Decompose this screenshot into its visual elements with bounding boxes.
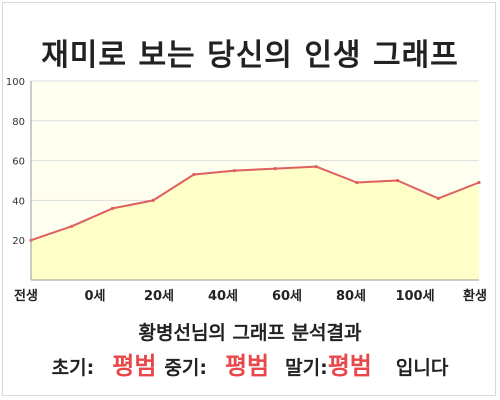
x-tick-label: 40세 bbox=[208, 289, 238, 304]
y-tick-label: 20 bbox=[12, 236, 25, 247]
x-tick-label: 100세 bbox=[395, 289, 434, 304]
y-tick-labels: 20 40 60 80 100 bbox=[6, 77, 25, 247]
data-point-6 bbox=[273, 167, 277, 171]
series-line bbox=[30, 165, 480, 242]
area-fill bbox=[31, 166, 479, 280]
analysis-result: 초기: 평범 중기: 평범 말기: 평범 입니다 bbox=[0, 346, 500, 380]
data-point-3 bbox=[151, 198, 155, 202]
data-point-4 bbox=[192, 172, 196, 177]
late-label: 말기: bbox=[285, 357, 328, 379]
data-point-9 bbox=[395, 178, 400, 183]
y-tick-label: 40 bbox=[12, 196, 25, 207]
data-point-10 bbox=[436, 196, 440, 200]
y-tick-label: 100 bbox=[6, 77, 25, 88]
page-title: 재미로 보는 당신의 인생 그래프 bbox=[41, 38, 459, 73]
axis-layer bbox=[30, 81, 479, 281]
x-tick-label: 60세 bbox=[272, 289, 302, 304]
data-point-2 bbox=[110, 206, 115, 210]
middle-label: 중기: bbox=[164, 357, 207, 379]
data-point-1 bbox=[70, 224, 74, 228]
x-tick-label: 20세 bbox=[144, 289, 174, 304]
area-layer bbox=[29, 165, 481, 280]
data-point-8 bbox=[355, 180, 359, 185]
data-point-5 bbox=[233, 169, 237, 173]
y-tick-label: 60 bbox=[12, 157, 25, 168]
result-suffix: 입니다 bbox=[395, 357, 449, 379]
early-value: 평범 bbox=[112, 352, 157, 380]
early-label: 초기: bbox=[51, 357, 95, 379]
x-tick-label: 0세 bbox=[84, 289, 105, 304]
x-tick-label: 80세 bbox=[336, 289, 366, 304]
middle-value: 평범 bbox=[224, 352, 270, 380]
x-tick-label: 전생 bbox=[14, 288, 38, 304]
x-tick-labels: 전생 0세 20세 40세 60세 80세 100세 환생 bbox=[14, 288, 487, 304]
data-point-11 bbox=[477, 180, 481, 185]
data-point-7 bbox=[314, 165, 318, 169]
analysis-summary: 황병선님의 그래프 분석결과 bbox=[138, 322, 362, 344]
x-tick-label: 환생 bbox=[463, 288, 487, 304]
late-value: 평범 bbox=[327, 352, 372, 380]
y-tick-label: 80 bbox=[12, 117, 25, 128]
